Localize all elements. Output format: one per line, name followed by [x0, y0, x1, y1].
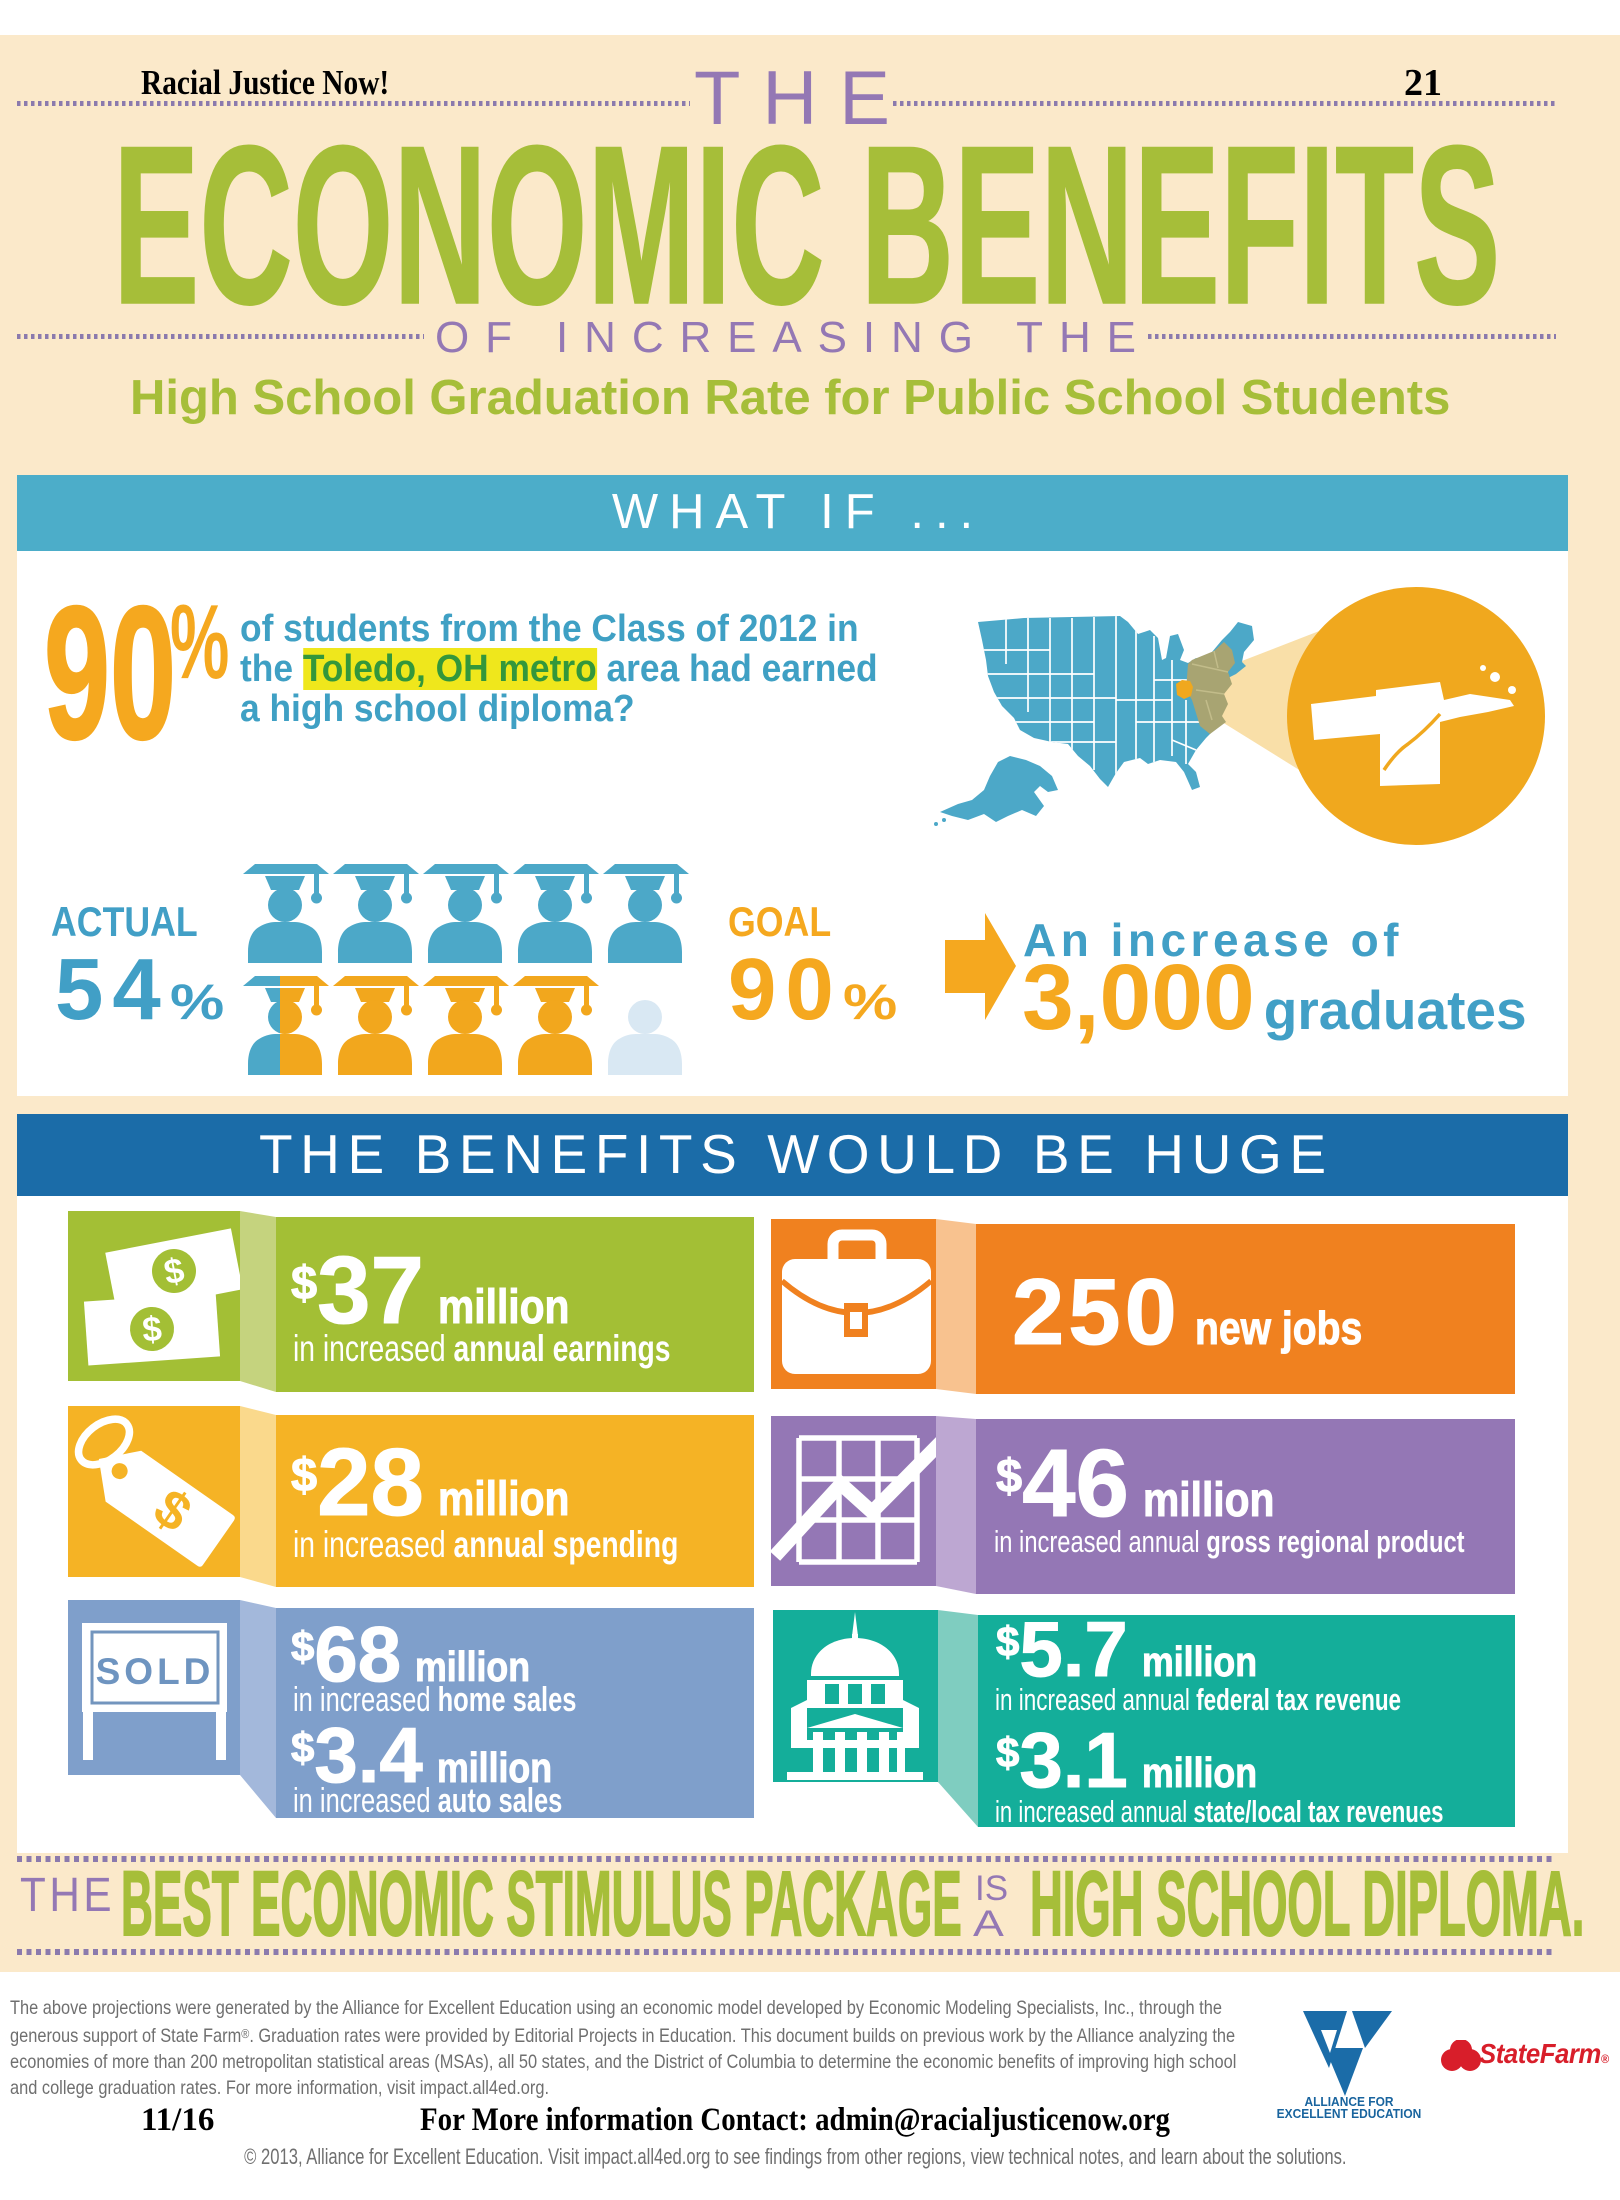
svg-text:$: $ [141, 1309, 163, 1349]
svg-text:SOLD: SOLD [96, 1651, 215, 1692]
